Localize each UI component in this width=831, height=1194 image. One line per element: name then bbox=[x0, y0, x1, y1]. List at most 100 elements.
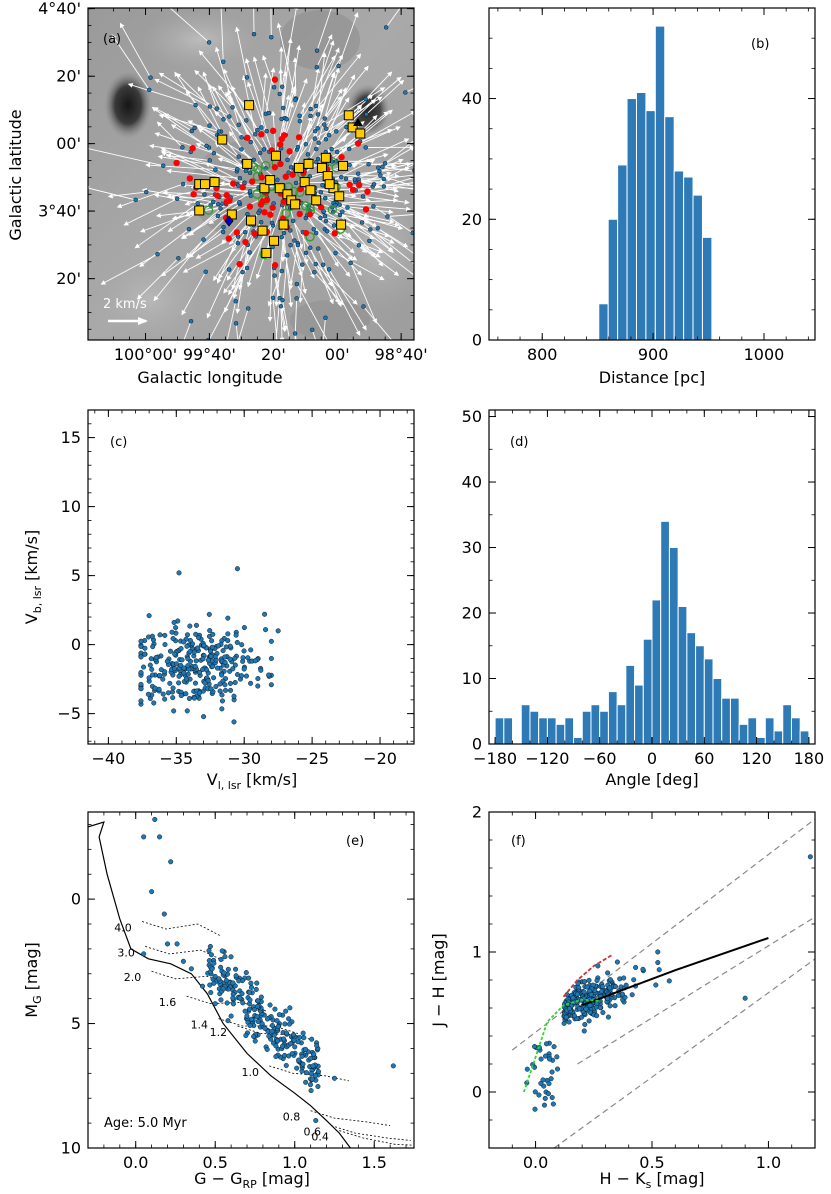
proper-motion-arrow bbox=[333, 225, 377, 258]
scatter-point bbox=[225, 1018, 231, 1024]
panel-label: (a) bbox=[103, 32, 121, 47]
scatter-point bbox=[208, 952, 214, 958]
scatter-point bbox=[253, 986, 259, 992]
proper-motion-arrow bbox=[119, 22, 151, 78]
scatter-point bbox=[274, 1018, 280, 1024]
proper-motion-arrow bbox=[412, 232, 414, 235]
proper-motion-arrow bbox=[315, 263, 358, 305]
member-point bbox=[308, 106, 313, 112]
scatter-point bbox=[196, 690, 202, 696]
proper-motion-arrow bbox=[272, 297, 278, 340]
scatter-point bbox=[255, 1018, 261, 1024]
scatter-point bbox=[162, 696, 168, 702]
proper-motion-arrow bbox=[324, 228, 353, 261]
scatter-point bbox=[227, 680, 233, 686]
scatter-point bbox=[157, 632, 163, 638]
scatter-point bbox=[187, 649, 193, 655]
histogram-bar bbox=[747, 717, 758, 745]
yellow-square-marker bbox=[274, 183, 285, 194]
member-point bbox=[270, 295, 276, 301]
scatter-point bbox=[301, 1035, 307, 1041]
scatter-point bbox=[219, 948, 225, 954]
red-point bbox=[295, 134, 303, 141]
scatter-point bbox=[275, 628, 281, 634]
scatter-point bbox=[297, 1034, 303, 1040]
proper-motion-arrow bbox=[154, 132, 215, 154]
scatter-point bbox=[146, 613, 152, 619]
scatter-point bbox=[214, 665, 220, 671]
yellow-square-marker bbox=[316, 162, 327, 173]
panel-a-sky-map: 2 km/s 100°00' 99°40' 20' 00' 98°40' 4°40' 20'… bbox=[6, 0, 428, 387]
scatter-point bbox=[254, 980, 260, 986]
member-point bbox=[233, 299, 238, 304]
yellow-square-marker bbox=[324, 179, 335, 190]
proper-motion-arrow bbox=[358, 171, 392, 184]
proper-motion-arrow bbox=[320, 191, 371, 203]
red-point bbox=[242, 238, 249, 246]
scatter-point bbox=[275, 1038, 281, 1044]
scatter-point bbox=[549, 1095, 555, 1101]
scatter-point bbox=[191, 649, 197, 655]
member-point bbox=[324, 126, 329, 131]
member-point bbox=[239, 147, 244, 152]
scatter-point bbox=[605, 1014, 611, 1020]
track-mass-label: 0.8 bbox=[283, 1111, 301, 1124]
scatter-point bbox=[209, 644, 215, 650]
evolutionary-track bbox=[145, 946, 225, 962]
x-tick-label: 98°40' bbox=[375, 345, 428, 364]
proper-motion-arrow bbox=[262, 54, 275, 88]
scatter-point bbox=[588, 991, 594, 997]
x-tick-label: 0.0 bbox=[523, 1153, 548, 1172]
scatter-point bbox=[176, 673, 182, 679]
proper-motion-arrow bbox=[384, 140, 414, 164]
proper-motion-arrow bbox=[382, 166, 414, 172]
scatter-point bbox=[138, 654, 144, 660]
red-point bbox=[214, 192, 221, 199]
member-point bbox=[235, 166, 240, 172]
scatter-point bbox=[313, 1118, 319, 1124]
scatter-point bbox=[655, 949, 661, 955]
scatter-point bbox=[579, 1014, 585, 1020]
member-point bbox=[288, 165, 294, 170]
scatter-point bbox=[241, 648, 247, 654]
red-point bbox=[277, 160, 284, 168]
member-point bbox=[383, 25, 389, 30]
proper-motion-arrow bbox=[149, 143, 191, 153]
member-point bbox=[363, 96, 368, 102]
member-point bbox=[315, 126, 320, 131]
member-point bbox=[285, 253, 290, 258]
scatter-point bbox=[656, 967, 662, 973]
scatter-point bbox=[546, 1081, 552, 1087]
scatter-point bbox=[594, 978, 600, 984]
proper-motion-arrow bbox=[202, 71, 218, 109]
scatter-point bbox=[623, 982, 629, 988]
scatter-point bbox=[168, 859, 174, 865]
scatter-point bbox=[217, 681, 223, 687]
member-point bbox=[324, 229, 330, 234]
x-tick-label: 60 bbox=[694, 749, 714, 768]
scatter-point bbox=[582, 979, 588, 985]
proper-motion-arrow bbox=[163, 113, 193, 132]
evolutionary-track bbox=[141, 921, 222, 937]
proper-motion-arrow bbox=[302, 232, 309, 265]
member-point bbox=[280, 297, 285, 303]
proper-motion-arrow bbox=[88, 148, 164, 167]
member-point bbox=[214, 106, 219, 111]
scatter-point bbox=[532, 1044, 538, 1050]
histogram-bar bbox=[692, 194, 703, 341]
scatter-point bbox=[612, 1003, 618, 1009]
proper-motion-arrow bbox=[111, 34, 150, 91]
member-point bbox=[295, 144, 301, 150]
member-point bbox=[322, 116, 327, 121]
proper-motion-arrow bbox=[316, 8, 332, 51]
red-point bbox=[286, 148, 293, 155]
proper-motion-arrow bbox=[281, 300, 291, 340]
histogram-bar bbox=[721, 697, 731, 745]
member-point bbox=[251, 31, 257, 37]
member-point bbox=[269, 34, 274, 40]
yellow-square-marker bbox=[261, 247, 272, 258]
x-tick-label: 0.5 bbox=[639, 1153, 664, 1172]
member-point bbox=[315, 112, 321, 117]
scatter-point bbox=[185, 671, 191, 677]
member-point bbox=[207, 158, 212, 163]
